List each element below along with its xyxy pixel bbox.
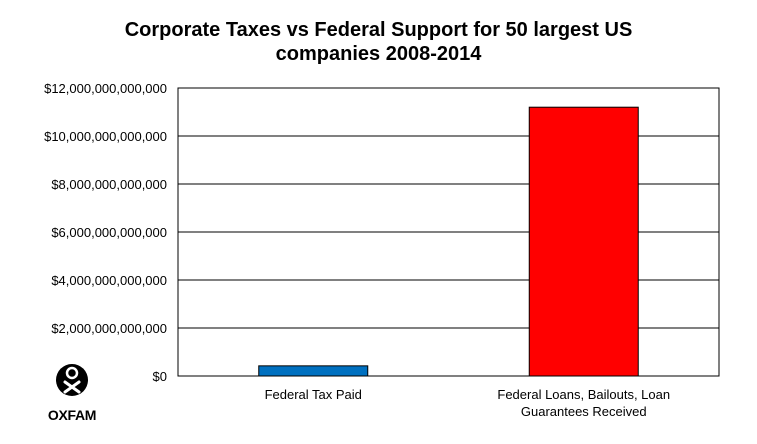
chart-title: Corporate Taxes vs Federal Support for 5… xyxy=(0,18,757,66)
bar xyxy=(528,106,639,377)
x-tick-label: Federal Tax Paid xyxy=(265,387,362,402)
y-tick-label: $4,000,000,000,000 xyxy=(51,273,167,288)
bar xyxy=(258,365,369,377)
oxfam-logo-text: OXFAM xyxy=(47,407,97,423)
x-tick-label: Guarantees Received xyxy=(521,404,647,419)
chart-title-line-1: Corporate Taxes vs Federal Support for 5… xyxy=(124,19,633,41)
y-tick-label: $8,000,000,000,000 xyxy=(51,177,167,192)
chart-title-line-2: companies 2008-2014 xyxy=(275,43,482,65)
y-tick-label: $10,000,000,000,000 xyxy=(44,129,167,144)
y-tick-label: $0 xyxy=(153,369,167,384)
y-tick-label: $6,000,000,000,000 xyxy=(51,225,167,240)
x-tick-label: Federal Loans, Bailouts, Loan xyxy=(497,387,670,402)
y-tick-label: $12,000,000,000,000 xyxy=(44,81,167,96)
oxfam-logo: OXFAM xyxy=(44,360,100,423)
plot-area-frame xyxy=(177,87,720,377)
y-tick-label: $2,000,000,000,000 xyxy=(51,321,167,336)
oxfam-logo-icon xyxy=(56,364,88,396)
